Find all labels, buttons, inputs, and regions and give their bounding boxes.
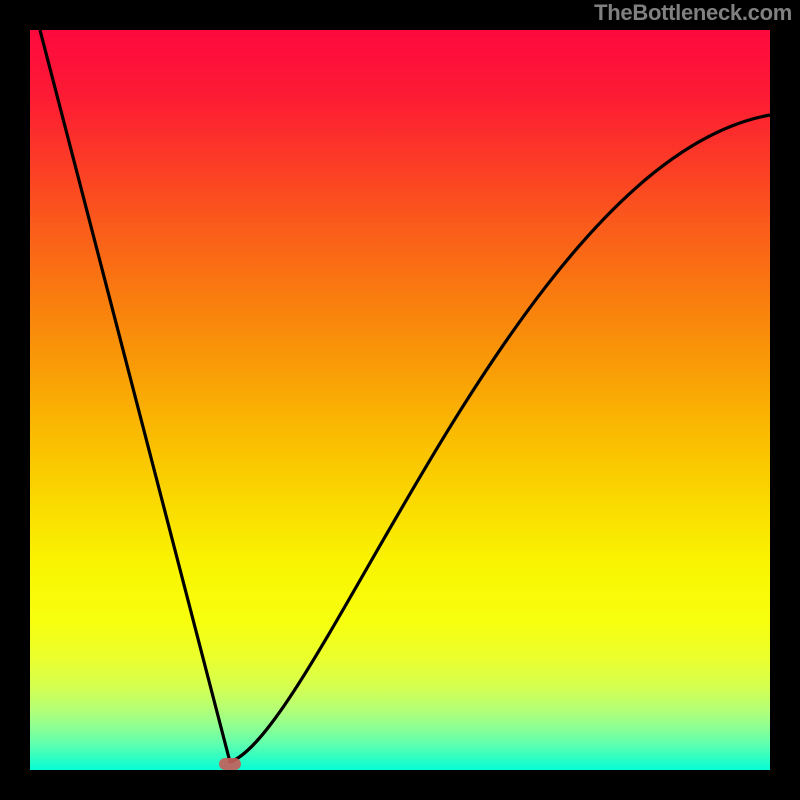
chart-svg	[0, 0, 800, 800]
watermark-text: TheBottleneck.com	[594, 0, 792, 26]
gradient-plot-area	[30, 30, 770, 770]
optimal-marker	[219, 758, 241, 770]
chart-canvas: TheBottleneck.com	[0, 0, 800, 800]
